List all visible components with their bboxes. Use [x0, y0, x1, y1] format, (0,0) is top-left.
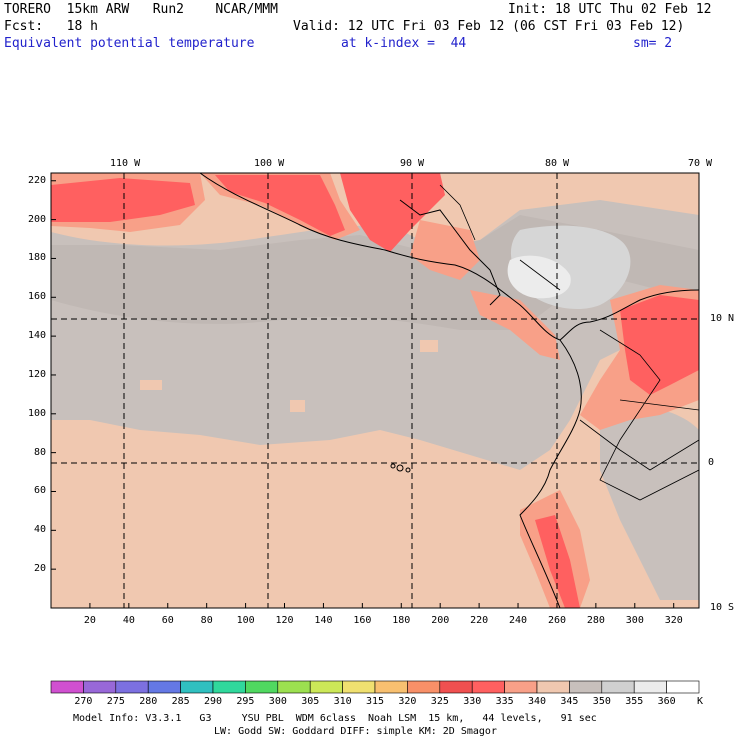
lat-label-10n: 10 N	[710, 313, 735, 324]
colorbar-label: 285	[171, 696, 190, 707]
y-tick-label: 160	[28, 291, 47, 303]
x-tick-label: 220	[470, 615, 489, 626]
init-time: Init: 18 UTC Thu 02 Feb 12	[508, 2, 712, 17]
x-tick-label: 240	[509, 615, 528, 626]
physics-info: LW: Godd SW: Goddard DIFF: simple KM: 2D…	[214, 726, 497, 737]
x-tick-label: 180	[392, 615, 411, 626]
y-tick-label: 60	[34, 485, 47, 497]
colorbar-label: 355	[625, 696, 644, 707]
colorbar-label: 350	[592, 696, 611, 707]
colorbar-label: 345	[560, 696, 579, 707]
plot-frame	[50, 172, 700, 609]
colorbar-label: 310	[333, 696, 352, 707]
y-tick-label: 20	[34, 563, 47, 575]
colorbar-label: 315	[366, 696, 385, 707]
x-tick-label: 300	[625, 615, 644, 626]
colorbar-label: 340	[528, 696, 547, 707]
x-tick-label: 20	[83, 615, 96, 626]
colorbar-label: 335	[495, 696, 514, 707]
y-tick-label: 120	[28, 368, 47, 380]
y-tick-label: 140	[28, 330, 47, 342]
lat-label-10s: 10 S	[710, 602, 735, 613]
colorbar-label: 290	[204, 696, 223, 707]
colorbar-label: 305	[301, 696, 320, 707]
colorbar-label: 330	[463, 696, 482, 707]
x-tick-label: 40	[122, 615, 135, 626]
y-tick-label: 220	[28, 174, 47, 186]
colorbar-label: 325	[430, 696, 449, 707]
lat-label-0: 0	[708, 457, 715, 468]
x-tick-label: 80	[200, 615, 213, 626]
x-tick-label: 280	[586, 615, 605, 626]
colorbar-label: 320	[398, 696, 417, 707]
colorbar-label: 280	[139, 696, 158, 707]
model-info: Model Info: V3.3.1 G3 YSU PBL WDM 6class…	[73, 713, 597, 724]
lon-label-110w: 110 W	[110, 158, 141, 169]
lon-label-70w: 70 W	[688, 158, 713, 169]
x-tick-label: 120	[275, 615, 294, 626]
colorbar-label: 270	[74, 696, 93, 707]
y-tick-label: 200	[28, 213, 47, 225]
x-tick-label: 100	[236, 615, 255, 626]
y-tick-label: 40	[34, 524, 47, 536]
forecast-hour: Fcst: 18 h	[4, 19, 98, 34]
field-name: Equivalent potential temperature	[4, 36, 255, 51]
colorbar-label: 300	[268, 696, 287, 707]
x-tick-label: 200	[431, 615, 450, 626]
x-tick-label: 320	[664, 615, 683, 626]
y-tick-label: 80	[34, 446, 47, 458]
lon-label-100w: 100 W	[254, 158, 285, 169]
smoothing-info: sm= 2	[633, 36, 673, 51]
x-tick-label: 160	[353, 615, 372, 626]
valid-time: Valid: 12 UTC Fri 03 Feb 12 (06 CST Fri …	[293, 19, 685, 34]
colorbar-label: 360	[657, 696, 676, 707]
y-tick-label: 100	[28, 407, 47, 419]
lon-label-90w: 90 W	[400, 158, 425, 169]
level-info: at k-index = 44	[341, 36, 467, 51]
colorbar-label: 295	[236, 696, 255, 707]
colorbar-label: 275	[106, 696, 125, 707]
lon-label-80w: 80 W	[545, 158, 570, 169]
field-shading	[51, 173, 699, 608]
model-title: TORERO 15km ARW Run2 NCAR/MMM	[4, 2, 278, 17]
colorbar-unit: K	[697, 696, 704, 707]
x-tick-label: 140	[314, 615, 333, 626]
x-tick-label: 260	[547, 615, 566, 626]
y-tick-label: 180	[28, 252, 47, 264]
x-tick-label: 60	[161, 615, 174, 626]
